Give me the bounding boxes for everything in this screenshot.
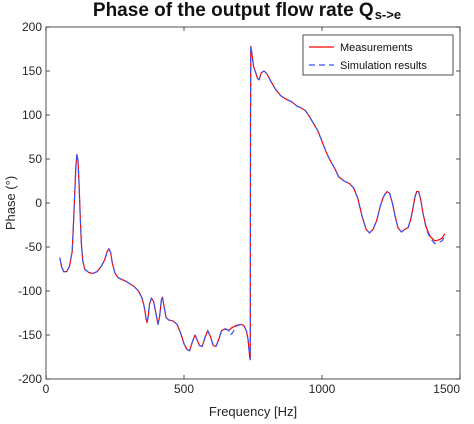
series-layer <box>59 45 446 361</box>
y-tick-label: 100 <box>22 108 42 122</box>
y-tick-label: -50 <box>25 240 43 254</box>
x-tick-label: 500 <box>174 382 194 396</box>
y-tick-label: 0 <box>35 196 42 210</box>
legend-box <box>302 34 454 76</box>
chart-title-main: Phase of the output flow rate Q <box>92 0 374 21</box>
x-axis-label: Frequency [Hz] <box>209 404 297 419</box>
chart-title: Phase of the output flow rate Qs->e <box>10 0 474 22</box>
y-tick-label: 150 <box>22 64 42 78</box>
legend-label-measurements: Measurements <box>340 42 413 54</box>
y-tick-label: 200 <box>22 20 42 34</box>
chart-title-subscript: s->e <box>374 7 402 22</box>
legend-label-simulation: Simulation results <box>340 60 427 72</box>
tick-layer: 0 500 1000 1500 -200 -150 -100 -50 0 50 100 150 200 <box>18 20 461 396</box>
plot-area <box>46 27 460 379</box>
x-tick-label: 0 <box>43 382 50 396</box>
x-tick-label: 1000 <box>309 382 336 396</box>
y-tick-label: -200 <box>18 372 42 386</box>
legend: Measurements Simulation results <box>302 34 454 76</box>
series-line-simulation <box>59 45 446 361</box>
y-tick-label: 50 <box>29 152 43 166</box>
y-axis-label: Phase (°) <box>3 176 18 230</box>
y-tick-label: -150 <box>18 328 42 342</box>
y-tick-label: -100 <box>18 284 42 298</box>
x-tick-label: 1500 <box>433 382 460 396</box>
